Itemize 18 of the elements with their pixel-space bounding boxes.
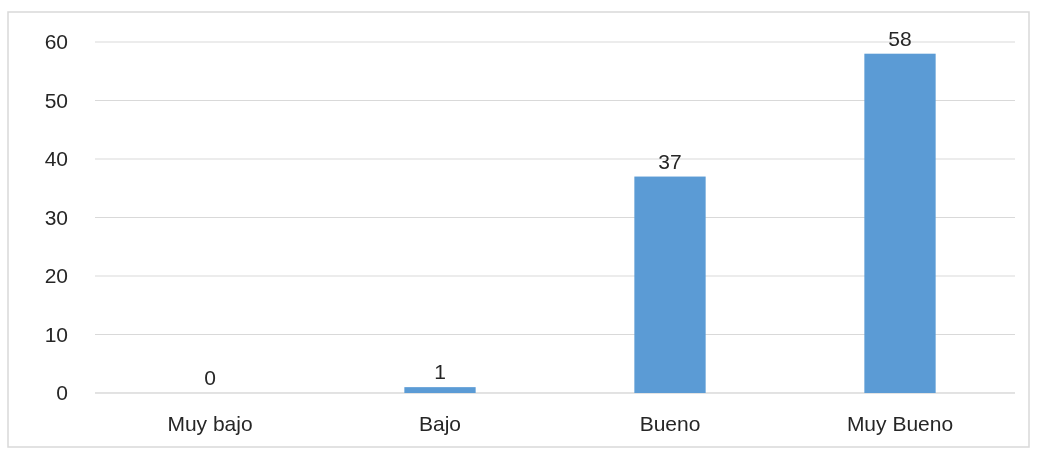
y-tick-label: 60 xyxy=(44,30,68,54)
bar xyxy=(634,176,706,393)
y-tick-label: 20 xyxy=(44,264,68,288)
y-tick-label: 50 xyxy=(44,88,68,112)
bar xyxy=(864,53,936,393)
y-tick-label: 30 xyxy=(44,205,68,229)
data-label: 37 xyxy=(658,149,682,173)
x-tick-label: Bajo xyxy=(418,412,462,435)
x-tick-label: Bueno xyxy=(639,412,701,435)
x-tick-label: Muy bajo xyxy=(167,412,253,435)
y-tick-label: 10 xyxy=(44,322,68,346)
y-tick-label: 0 xyxy=(56,381,68,405)
y-tick-label: 40 xyxy=(44,147,68,171)
data-label: 1 xyxy=(434,360,446,384)
data-label: 0 xyxy=(204,366,216,389)
data-label: 58 xyxy=(888,26,912,50)
bar xyxy=(404,387,476,393)
x-tick-label: Muy Bueno xyxy=(846,412,954,435)
